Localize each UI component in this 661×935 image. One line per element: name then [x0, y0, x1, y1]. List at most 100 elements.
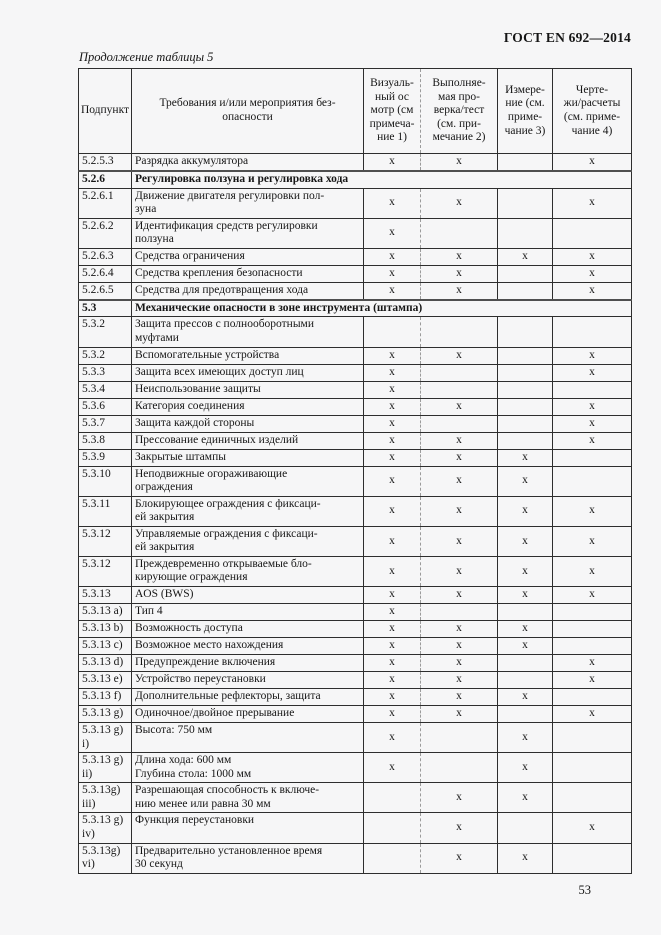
table-row: 5.3.13 g) ii) Длина хода: 600 мм Глубина … [78, 752, 632, 784]
performed-check-mark-cell: x [420, 465, 498, 497]
performed-check-mark-cell: x [420, 688, 498, 706]
table-row: 5.3.13 c) Возможное место нахождения x x x [78, 637, 632, 655]
column-header-subpunkt: Подпункт [78, 68, 132, 154]
requirement-cell: Возможное место нахождения [131, 637, 364, 655]
visual-inspection-mark-cell: x [363, 688, 421, 706]
drawings-calculations-mark-cell [552, 620, 632, 638]
visual-inspection-mark-cell: x [363, 346, 421, 365]
requirement-cell: Вспомогательные устройства [131, 346, 364, 365]
table-row: 5.3.10 Неподвижные огораживающие огражден… [78, 465, 632, 497]
subpunkt-cell: 5.3.12 [78, 525, 132, 557]
measurement-mark-cell [497, 363, 553, 382]
measurement-mark-cell: x [497, 448, 553, 467]
subpunkt-cell: 5.3.12 [78, 555, 132, 588]
visual-inspection-mark-cell: x [363, 397, 421, 416]
table-row: 5.3.6 Категория соединения x x x [78, 397, 632, 416]
subpunkt-cell: 5.3.13 g) i) [78, 721, 132, 754]
requirement-cell: Защита всех имеющих доступ лиц [131, 363, 364, 382]
subpunkt-cell: 5.2.6.1 [78, 187, 132, 219]
subpunkt-cell: 5.3.11 [78, 495, 132, 527]
performed-check-mark-cell: x [420, 187, 498, 219]
table-row: 5.3.12 Управляемые ограждения с фиксаци- … [78, 525, 632, 557]
section-title-cell: Механические опасности в зоне инструмент… [131, 298, 632, 318]
subpunkt-cell: 5.3.2 [78, 346, 132, 365]
performed-check-mark-cell: x [420, 431, 498, 450]
performed-check-mark-cell [420, 217, 498, 249]
visual-inspection-mark-cell: x [363, 247, 421, 266]
performed-check-mark-cell: x [420, 586, 498, 604]
measurement-mark-cell: x [497, 620, 553, 638]
table-row: 5.3.13 b) Возможность доступа x x x [78, 620, 632, 638]
drawings-calculations-mark-cell [552, 752, 632, 784]
measurement-mark-cell: x [497, 586, 553, 604]
table-row: 5.3.7 Защита каждой стороны x x [78, 414, 632, 433]
visual-inspection-mark-cell: x [363, 586, 421, 604]
requirement-cell: Устройство переустановки [131, 671, 364, 689]
table-body: 5.2.5.3 Разрядка аккумулятора x x x 5.2.6 Регу… [78, 153, 632, 874]
performed-check-mark-cell [420, 752, 498, 784]
measurement-mark-cell: x [497, 637, 553, 655]
subpunkt-cell: 5.3.6 [78, 397, 132, 416]
drawings-calculations-mark-cell [552, 603, 632, 621]
requirement-cell: Одиночное/двойное прерывание [131, 705, 364, 723]
drawings-calculations-mark-cell: x [552, 495, 632, 527]
table-row: 5.3.12 Преждевременно открываемые бло- ки… [78, 555, 632, 588]
table-row: 5.3.13 g) Одиночное/двойное прерывание x x x [78, 705, 632, 723]
page-number: 53 [578, 883, 592, 897]
requirement-cell: AOS (BWS) [131, 586, 364, 604]
requirement-cell: Предупреждение включения [131, 654, 364, 672]
measurement-mark-cell: x [497, 842, 553, 874]
performed-check-mark-cell [420, 414, 498, 433]
measurement-mark-cell: x [497, 247, 553, 266]
drawings-calculations-mark-cell: x [552, 654, 632, 672]
table-row: 5.3.13 d) Предупреждение включения x x x [78, 654, 632, 672]
subpunkt-cell: 5.3.13 e) [78, 671, 132, 689]
subpunkt-cell: 5.3 [78, 298, 132, 318]
drawings-calculations-mark-cell [552, 721, 632, 754]
drawings-calculations-mark-cell [552, 448, 632, 467]
column-header-performed-check: Выполняе- мая про- верка/тест (см. при- … [420, 68, 498, 154]
drawings-calculations-mark-cell [552, 217, 632, 249]
subpunkt-cell: 5.3.4 [78, 380, 132, 399]
table-row: 5.3.4 Неиспользование защиты x [78, 380, 632, 399]
drawings-calculations-mark-cell: x [552, 671, 632, 689]
drawings-calculations-mark-cell [552, 380, 632, 399]
subpunkt-cell: 5.3.13 d) [78, 654, 132, 672]
performed-check-mark-cell: x [420, 620, 498, 638]
table-row: 5.2.5.3 Разрядка аккумулятора x x x [78, 153, 632, 172]
requirement-cell: Движение двигателя регулировки пол- зуна [131, 187, 364, 219]
requirement-cell: Возможность доступа [131, 620, 364, 638]
performed-check-mark-cell: x [420, 153, 498, 172]
visual-inspection-mark-cell: x [363, 671, 421, 689]
drawings-calculations-mark-cell [552, 782, 632, 814]
measurement-mark-cell [497, 316, 553, 348]
performed-check-mark-cell: x [420, 448, 498, 467]
table-row: 5.2.6.5 Средства для предотвращения хода x… [78, 281, 632, 301]
subpunkt-cell: 5.3.7 [78, 414, 132, 433]
measurement-mark-cell [497, 153, 553, 172]
performed-check-mark-cell: x [420, 842, 498, 874]
performed-check-mark-cell [420, 721, 498, 754]
table-row: 5.3.13 g) i) Высота: 750 мм x x [78, 721, 632, 754]
subpunkt-cell: 5.3.13 g) iv) [78, 812, 132, 844]
subpunkt-cell: 5.2.6 [78, 169, 132, 189]
requirement-cell: Средства крепления безопасности [131, 264, 364, 283]
subpunkt-cell: 5.3.13 c) [78, 637, 132, 655]
measurement-mark-cell [497, 397, 553, 416]
visual-inspection-mark-cell: x [363, 414, 421, 433]
visual-inspection-mark-cell: x [363, 431, 421, 450]
visual-inspection-mark-cell: x [363, 448, 421, 467]
measurement-mark-cell [497, 264, 553, 283]
subpunkt-cell: 5.2.5.3 [78, 153, 132, 172]
measurement-mark-cell [497, 414, 553, 433]
requirement-cell: Закрытые штампы [131, 448, 364, 467]
requirement-cell: Функция переустановки [131, 812, 364, 844]
visual-inspection-mark-cell: x [363, 620, 421, 638]
measurement-mark-cell: x [497, 525, 553, 557]
drawings-calculations-mark-cell: x [552, 346, 632, 365]
column-header-measurement: Измере- ние (см. приме- чание 3) [497, 68, 553, 154]
requirement-cell: Защита каждой стороны [131, 414, 364, 433]
requirement-cell: Тип 4 [131, 603, 364, 621]
requirement-cell: Блокирующее ограждения с фиксаци- ей зак… [131, 495, 364, 527]
